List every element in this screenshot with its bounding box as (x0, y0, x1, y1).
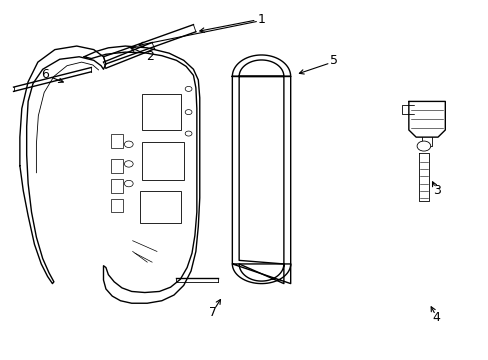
Bar (142, 94, 181, 130)
Circle shape (185, 86, 192, 91)
Text: 2: 2 (145, 50, 153, 63)
Bar (111, 179, 122, 193)
Bar (142, 143, 183, 180)
Text: 4: 4 (432, 311, 440, 324)
Bar (111, 134, 122, 148)
Circle shape (124, 180, 133, 187)
Text: 3: 3 (432, 184, 440, 197)
Circle shape (124, 141, 133, 148)
Circle shape (416, 141, 430, 151)
Text: 5: 5 (330, 54, 338, 67)
Text: 6: 6 (41, 68, 49, 81)
Bar (140, 191, 181, 223)
Text: 7: 7 (208, 306, 217, 319)
Circle shape (185, 131, 192, 136)
Bar (111, 159, 122, 173)
Circle shape (124, 161, 133, 167)
Circle shape (185, 110, 192, 114)
Bar (111, 199, 122, 212)
Text: 1: 1 (257, 13, 265, 26)
